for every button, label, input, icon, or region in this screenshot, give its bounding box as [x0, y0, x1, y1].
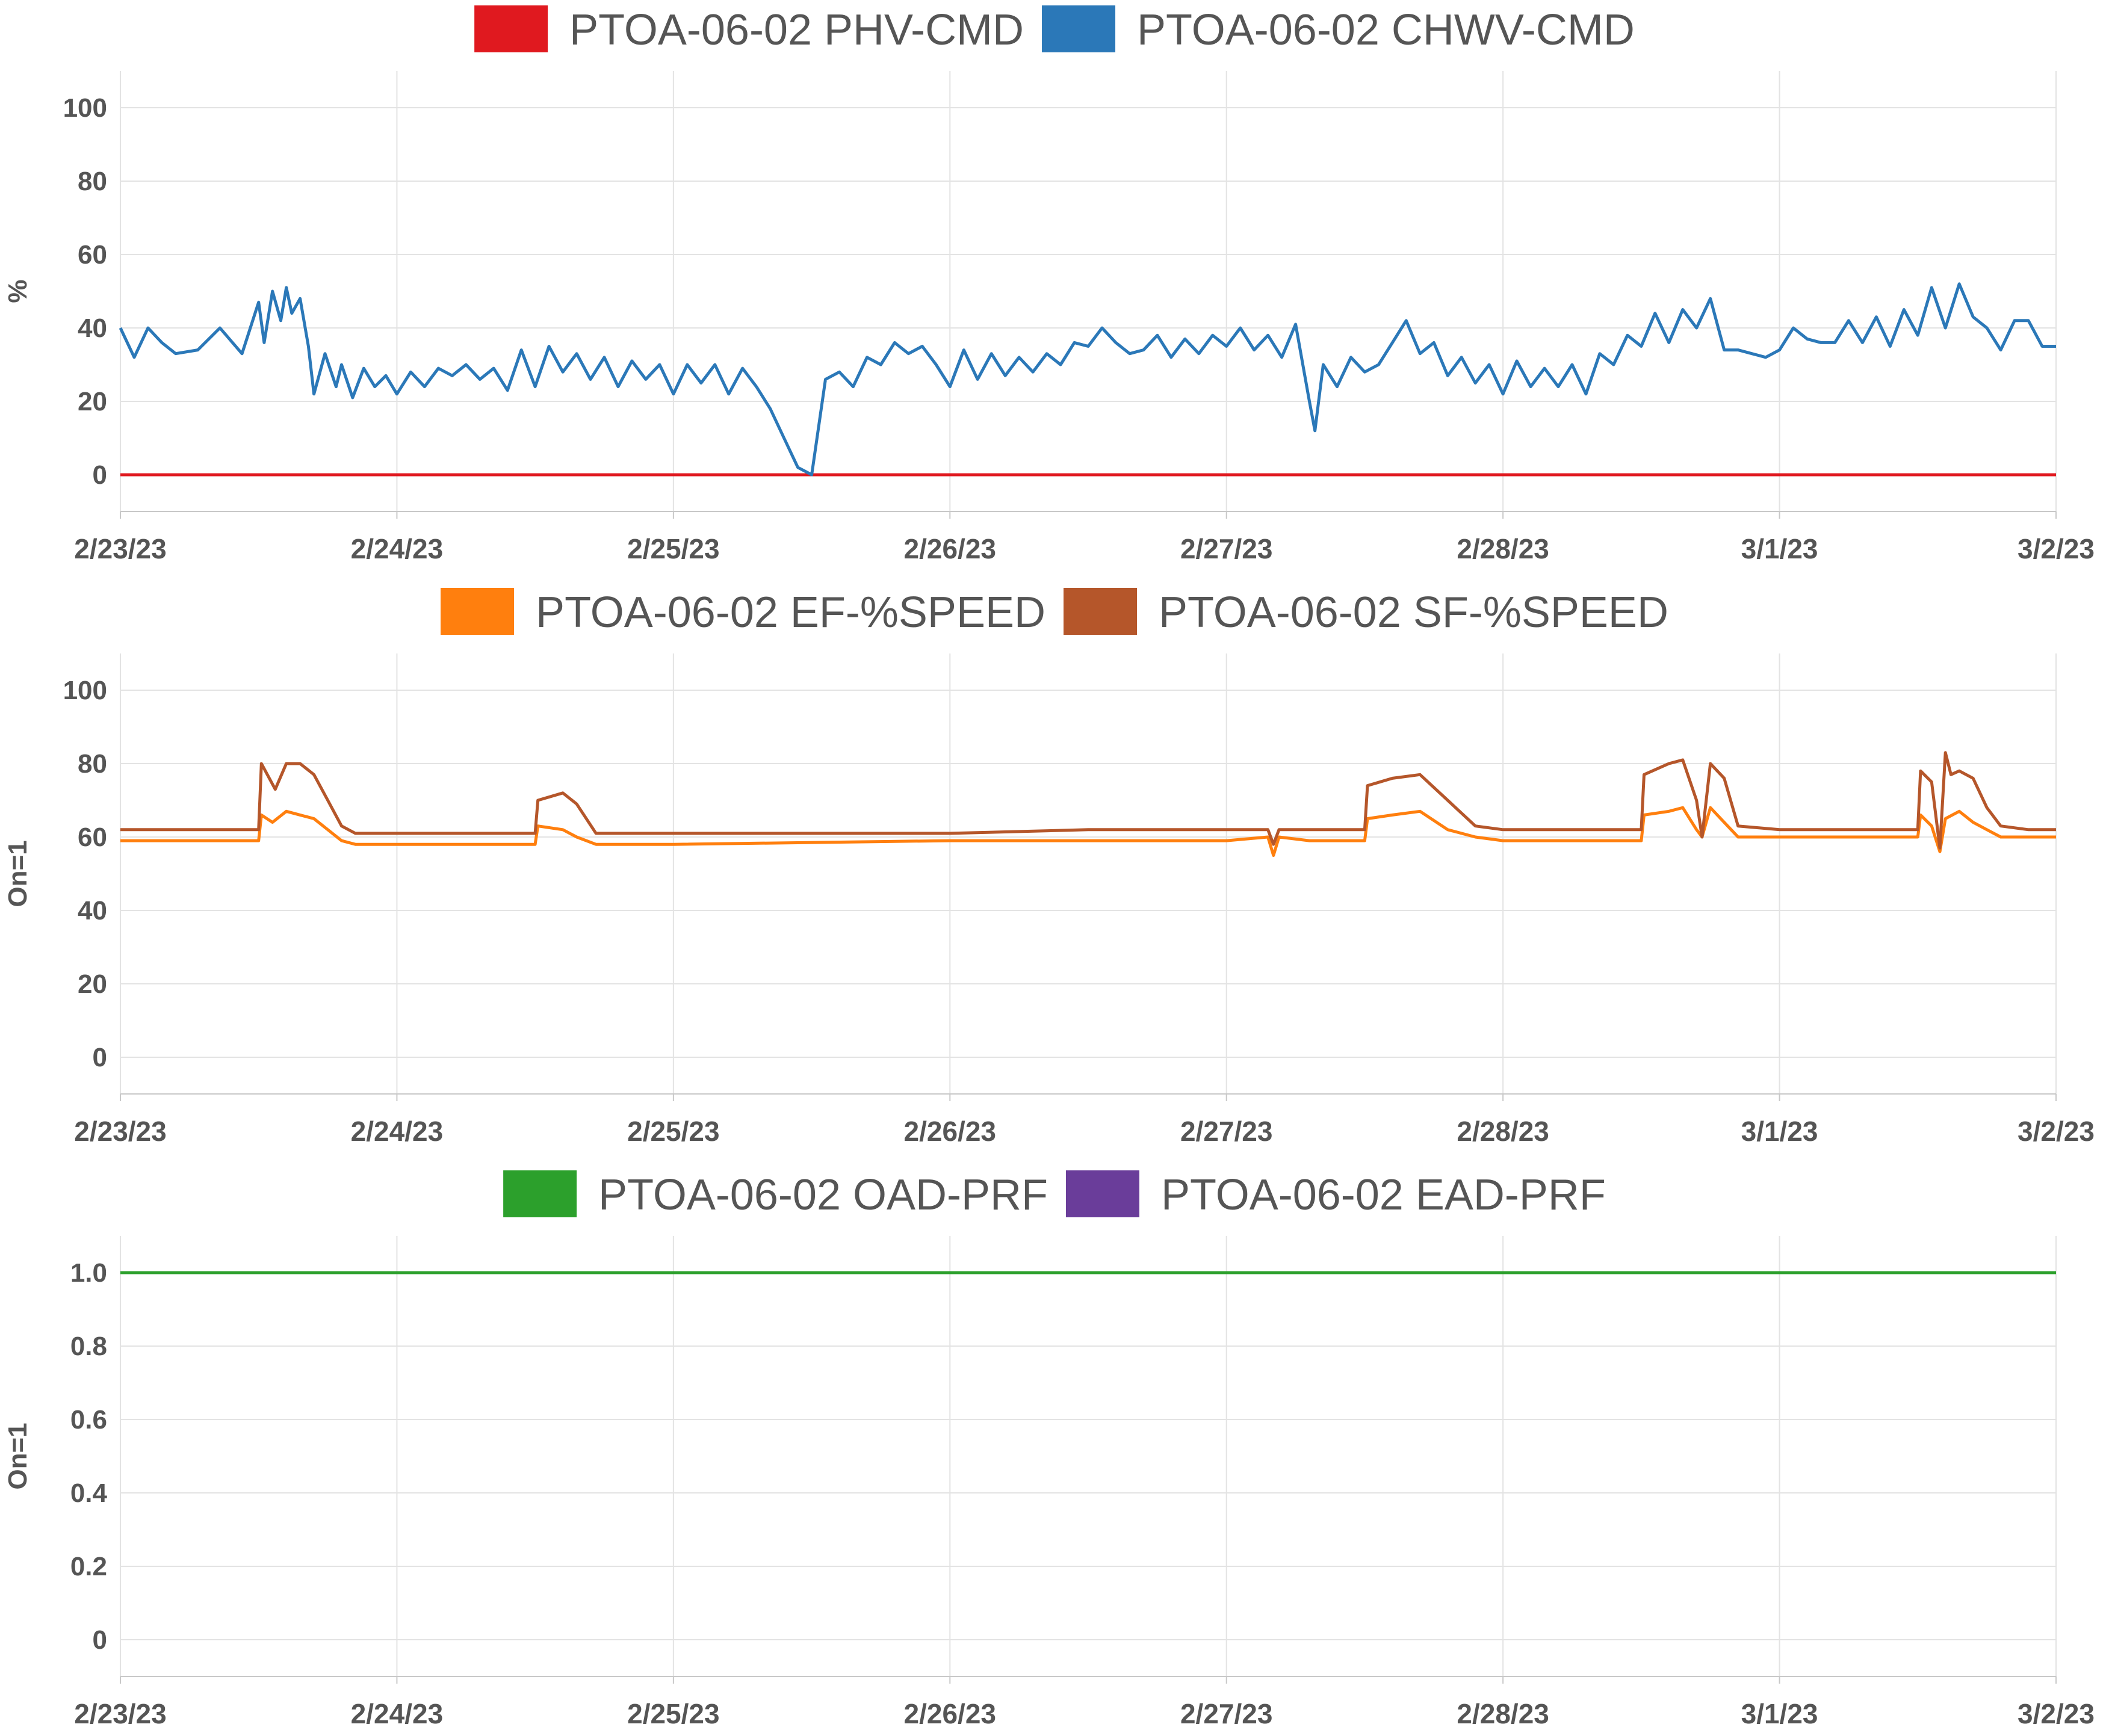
x-tick-label: 2/24/23	[351, 1116, 443, 1147]
x-tick-label: 2/26/23	[904, 533, 996, 564]
y-tick-label: 80	[78, 749, 107, 779]
series-line-ptoa-06-02-ef-speed[interactable]	[120, 806, 2056, 857]
y-tick-label: 40	[78, 314, 107, 343]
legend: PTOA-06-02 EF-%SPEED PTOA-06-02 SF-%SPEED	[441, 588, 1668, 637]
legend: PTOA-06-02 OAD-PRF PTOA-06-02 EAD-PRF	[503, 1170, 1606, 1219]
y-axis-label: %	[3, 279, 33, 303]
y-tick-label: 0.8	[70, 1332, 107, 1361]
y-tick-label: 0.6	[70, 1405, 107, 1435]
x-tick-label: 2/23/23	[74, 533, 166, 564]
legend-swatch-ptoa-06-02-phv-cmd[interactable]	[474, 5, 548, 52]
y-tick-label: 0.4	[70, 1478, 108, 1508]
legend-swatch-ptoa-06-02-oad-prf[interactable]	[503, 1170, 577, 1217]
x-tick-label: 2/23/23	[74, 1116, 166, 1147]
y-tick-label: 0	[93, 1625, 107, 1655]
legend-label-ptoa-06-02-sf-speed: PTOA-06-02 SF-%SPEED	[1159, 588, 1668, 637]
y-tick-label: 0.2	[70, 1552, 107, 1581]
series-line-ptoa-06-02-chwv-cmd[interactable]	[119, 282, 2056, 477]
y-tick-label: 100	[63, 93, 107, 123]
legend-label-ptoa-06-02-ead-prf: PTOA-06-02 EAD-PRF	[1161, 1171, 1606, 1219]
x-tick-label: 2/28/23	[1457, 1698, 1549, 1729]
x-tick-label: 2/25/23	[627, 1116, 719, 1147]
chart-damper-proofs: PTOA-06-02 OAD-PRF PTOA-06-02 EAD-PRF 0 0.2…	[3, 1170, 2095, 1729]
x-tick-label: 2/26/23	[904, 1698, 996, 1729]
legend-label-ptoa-06-02-ef-speed: PTOA-06-02 EF-%SPEED	[536, 588, 1045, 637]
x-tick-label: 3/2/23	[2018, 1116, 2095, 1147]
y-tick-label: 0	[93, 460, 107, 490]
legend-swatch-ptoa-06-02-ead-prf[interactable]	[1065, 1170, 1139, 1217]
y-tick-label: 40	[78, 896, 107, 925]
y-axis-label: On=1	[3, 840, 33, 907]
x-tick-label: 2/28/23	[1457, 533, 1549, 564]
x-tick-label: 2/25/23	[627, 533, 719, 564]
legend-label-ptoa-06-02-chwv-cmd: PTOA-06-02 CHWV-CMD	[1137, 6, 1635, 54]
chart-fan-speeds: PTOA-06-02 EF-%SPEED PTOA-06-02 SF-%SPEED…	[3, 588, 2095, 1147]
chart-valve-commands: PTOA-06-02 PHV-CMD PTOA-06-02 CHWV-CMD 0 20…	[3, 5, 2095, 564]
legend-swatch-ptoa-06-02-chwv-cmd[interactable]	[1042, 5, 1116, 52]
x-tick-label: 2/23/23	[74, 1698, 166, 1729]
x-tick-label: 3/2/23	[2018, 533, 2095, 564]
x-tick-label: 3/1/23	[1741, 1116, 1818, 1147]
y-tick-label: 100	[63, 676, 107, 705]
x-tick-label: 3/2/23	[2018, 1698, 2095, 1729]
x-tick-label: 2/24/23	[351, 533, 443, 564]
x-tick-label: 2/25/23	[627, 1698, 719, 1729]
y-tick-label: 60	[78, 240, 107, 270]
legend-swatch-ptoa-06-02-ef-speed[interactable]	[441, 588, 515, 635]
x-tick-label: 2/27/23	[1180, 1116, 1272, 1147]
gridlines	[120, 1236, 2057, 1684]
x-tick-label: 2/26/23	[904, 1116, 996, 1147]
x-tick-label: 3/1/23	[1741, 533, 1818, 564]
y-tick-label: 0	[93, 1043, 107, 1072]
y-axis-label: On=1	[3, 1422, 33, 1489]
legend-label-ptoa-06-02-oad-prf: PTOA-06-02 OAD-PRF	[598, 1171, 1048, 1219]
series-line-ptoa-06-02-sf-speed[interactable]	[120, 751, 2056, 850]
y-tick-label: 80	[78, 167, 107, 196]
x-tick-label: 3/1/23	[1741, 1698, 1818, 1729]
y-tick-label: 60	[78, 823, 107, 852]
gridlines	[120, 653, 2057, 1101]
legend: PTOA-06-02 PHV-CMD PTOA-06-02 CHWV-CMD	[474, 5, 1635, 54]
y-tick-label: 20	[78, 387, 107, 416]
y-tick-label: 1.0	[70, 1258, 107, 1288]
x-tick-label: 2/24/23	[351, 1698, 443, 1729]
legend-swatch-ptoa-06-02-sf-speed[interactable]	[1064, 588, 1137, 635]
x-tick-label: 2/27/23	[1180, 533, 1272, 564]
y-tick-label: 20	[78, 969, 107, 999]
x-tick-label: 2/27/23	[1180, 1698, 1272, 1729]
gridlines	[120, 71, 2057, 519]
legend-label-ptoa-06-02-phv-cmd: PTOA-06-02 PHV-CMD	[569, 6, 1024, 54]
x-tick-label: 2/28/23	[1457, 1116, 1549, 1147]
